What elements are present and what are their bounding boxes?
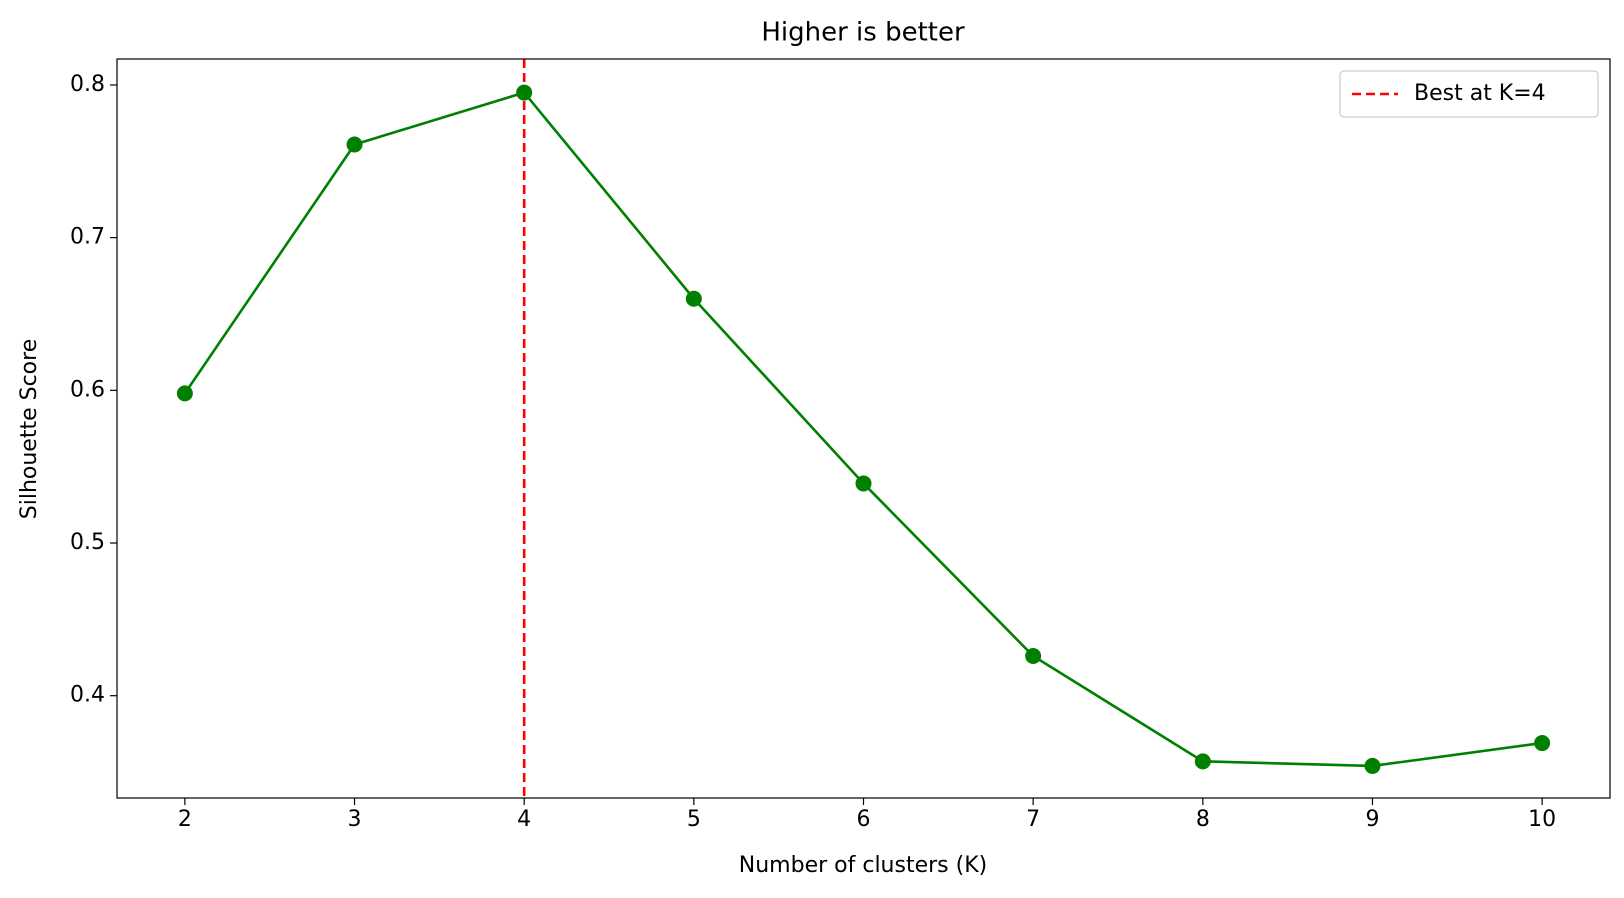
- x-tick-label: 4: [517, 807, 531, 832]
- x-tick-label: 9: [1365, 807, 1379, 832]
- y-tick-label: 0.4: [70, 683, 105, 708]
- data-point: [176, 385, 193, 402]
- x-tick-label: 2: [178, 807, 192, 832]
- x-tick-label: 6: [857, 807, 871, 832]
- x-tick-label: 3: [348, 807, 362, 832]
- y-tick-label: 0.7: [70, 225, 105, 250]
- data-point: [1534, 735, 1551, 752]
- data-point: [1025, 648, 1042, 665]
- legend-label: Best at K=4: [1414, 81, 1546, 106]
- x-tick-label: 10: [1528, 807, 1556, 832]
- y-axis-label: Silhouette Score: [17, 339, 42, 519]
- legend-box: [1339, 70, 1599, 118]
- data-point: [1194, 753, 1211, 770]
- x-tick-label: 8: [1196, 807, 1210, 832]
- y-tick-label: 0.6: [70, 377, 105, 402]
- data-point: [516, 84, 533, 101]
- data-point: [1364, 757, 1381, 774]
- x-tick-label: 5: [687, 807, 701, 832]
- y-tick-label: 0.5: [70, 530, 105, 555]
- plot-frame: [116, 58, 1611, 799]
- data-point: [685, 290, 702, 307]
- x-tick-label: 7: [1026, 807, 1040, 832]
- chart-title: Higher is better: [761, 18, 965, 48]
- y-tick-label: 0.8: [70, 72, 105, 97]
- data-point: [346, 136, 363, 153]
- x-axis-label: Number of clusters (K): [739, 853, 987, 878]
- legend: Best at K=4: [1339, 70, 1599, 118]
- data-point: [855, 475, 872, 492]
